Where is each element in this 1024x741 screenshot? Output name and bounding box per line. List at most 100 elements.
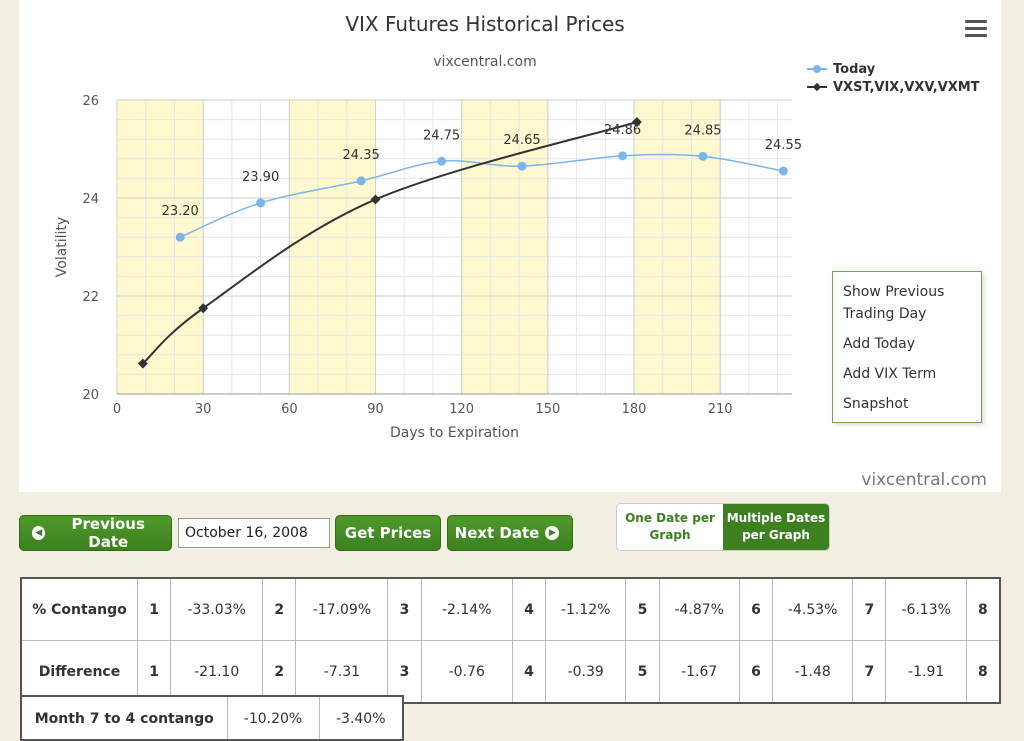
- data-label: 24.55: [765, 138, 802, 153]
- legend-item-term[interactable]: VXST,VIX,VXV,VXMT: [807, 78, 980, 96]
- month-number: 7: [852, 640, 887, 704]
- month-number: 5: [625, 577, 660, 641]
- menu-item-show-previous[interactable]: Show Previous Trading Day: [843, 284, 945, 322]
- chart-context-menu: Show Previous Trading Day Add Today Add …: [832, 271, 982, 423]
- contango-value: -1.12%: [545, 577, 627, 641]
- contango-value: -17.09%: [295, 577, 389, 641]
- legend-marker-today: [807, 65, 827, 73]
- arrow-right-icon: ▶: [545, 526, 560, 540]
- x-tick-label: 150: [535, 402, 560, 417]
- month-number: 1: [137, 640, 172, 704]
- data-point-today: [437, 156, 447, 166]
- toggle-multiple-dates[interactable]: Multiple Dates per Graph: [723, 504, 829, 550]
- data-point-term: [370, 194, 381, 205]
- menu-item-add-vix-term[interactable]: Add VIX Term: [843, 366, 937, 382]
- month-number: 8: [965, 577, 1001, 641]
- month-number: 3: [387, 640, 422, 704]
- data-point-today: [517, 161, 527, 171]
- x-tick-label: 210: [708, 402, 733, 417]
- data-point-today: [618, 151, 628, 161]
- graph-mode-toggle: One Date per Graph Multiple Dates per Gr…: [616, 503, 830, 551]
- month-number: 6: [738, 640, 773, 704]
- difference-value: -7.31: [295, 640, 389, 704]
- x-tick-label: 0: [113, 402, 121, 417]
- series-line-term: [142, 121, 638, 365]
- series-line-today: [179, 153, 784, 238]
- x-tick-label: 120: [449, 402, 474, 417]
- previous-date-button[interactable]: ◀ Previous Date: [19, 515, 172, 551]
- data-point-term: [198, 303, 209, 314]
- next-date-button[interactable]: Next Date ▶: [447, 515, 573, 551]
- data-point-today: [356, 176, 366, 186]
- y-tick-label: 22: [82, 290, 99, 305]
- contango-value: -6.13%: [885, 577, 967, 641]
- x-tick-label: 180: [622, 402, 647, 417]
- contango-value: -33.03%: [170, 577, 264, 641]
- contango-value: -2.14%: [420, 577, 513, 641]
- row-label-difference: Difference: [20, 640, 139, 704]
- month-contango-value: -3.40%: [318, 695, 404, 741]
- difference-value: -1.48: [771, 640, 854, 704]
- table-row-difference: Difference 1 -21.10 2 -7.31 3 -0.76 4 -0…: [20, 640, 1001, 704]
- month-number: 8: [965, 640, 1001, 704]
- month-number: 5: [625, 640, 660, 704]
- x-axis-title: Days to Expiration: [390, 425, 519, 441]
- data-label: 24.65: [503, 133, 540, 148]
- y-tick-label: 24: [82, 192, 99, 207]
- x-tick-label: 90: [367, 402, 384, 417]
- data-point-today: [698, 151, 708, 161]
- x-tick-label: 60: [281, 402, 298, 417]
- data-point-term: [631, 117, 642, 127]
- shaded-band: [289, 100, 376, 394]
- month-contango-label: Month 7 to 4 contango: [20, 695, 228, 741]
- contango-table: % Contango 1 -33.03% 2 -17.09% 3 -2.14% …: [20, 577, 1001, 704]
- chart-title: VIX Futures Historical Prices: [345, 12, 624, 36]
- previous-date-label: Previous Date: [71, 515, 145, 551]
- shaded-band: [117, 100, 204, 394]
- month-contango-value: -10.20%: [226, 695, 320, 741]
- month-number: 3: [387, 577, 422, 641]
- month-number: 4: [511, 577, 547, 641]
- data-point-today: [175, 232, 185, 242]
- table-row: Month 7 to 4 contango -10.20% -3.40%: [20, 695, 404, 741]
- difference-value: -1.67: [658, 640, 740, 704]
- y-axis-title: Volatility: [54, 217, 70, 277]
- data-label: 24.86: [604, 123, 641, 138]
- menu-item-snapshot[interactable]: Snapshot: [843, 396, 909, 412]
- data-point-today: [778, 166, 788, 176]
- x-tick-label: 30: [195, 402, 212, 417]
- month-number: 4: [511, 640, 547, 704]
- chart-subtitle: vixcentral.com: [433, 54, 536, 70]
- legend-item-today[interactable]: Today: [807, 60, 980, 78]
- table-row-contango: % Contango 1 -33.03% 2 -17.09% 3 -2.14% …: [20, 577, 1001, 641]
- month-number: 1: [137, 577, 172, 641]
- shaded-band: [634, 100, 721, 394]
- date-input[interactable]: [178, 518, 330, 548]
- month-number: 6: [738, 577, 773, 641]
- y-tick-label: 26: [82, 94, 99, 109]
- get-prices-button[interactable]: Get Prices: [335, 515, 441, 551]
- toggle-one-date[interactable]: One Date per Graph: [617, 504, 723, 550]
- vix-futures-chart: VIX Futures Historical Prices vixcentral.…: [54, 12, 802, 441]
- difference-value: -0.76: [420, 640, 513, 704]
- month-number: 7: [852, 577, 887, 641]
- arrow-left-icon: ◀: [32, 526, 46, 540]
- legend-marker-term: [807, 82, 827, 92]
- data-label: 23.20: [162, 204, 199, 219]
- next-date-label: Next Date: [454, 524, 540, 542]
- data-label: 23.90: [242, 170, 279, 185]
- contango-value: -4.53%: [771, 577, 854, 641]
- data-point-today: [256, 198, 266, 208]
- contango-value: -4.87%: [658, 577, 740, 641]
- hamburger-menu-icon[interactable]: [965, 20, 987, 38]
- difference-value: -0.39: [545, 640, 627, 704]
- month-contango-table: Month 7 to 4 contango -10.20% -3.40%: [20, 695, 404, 741]
- data-label: 24.75: [423, 128, 460, 143]
- menu-item-add-today[interactable]: Add Today: [843, 336, 916, 352]
- difference-value: -1.91: [885, 640, 967, 704]
- y-tick-label: 20: [82, 388, 99, 403]
- legend-label-term: VXST,VIX,VXV,VXMT: [833, 79, 980, 95]
- difference-value: -21.10: [170, 640, 264, 704]
- data-label: 24.85: [684, 123, 721, 138]
- watermark: vixcentral.com: [861, 470, 987, 490]
